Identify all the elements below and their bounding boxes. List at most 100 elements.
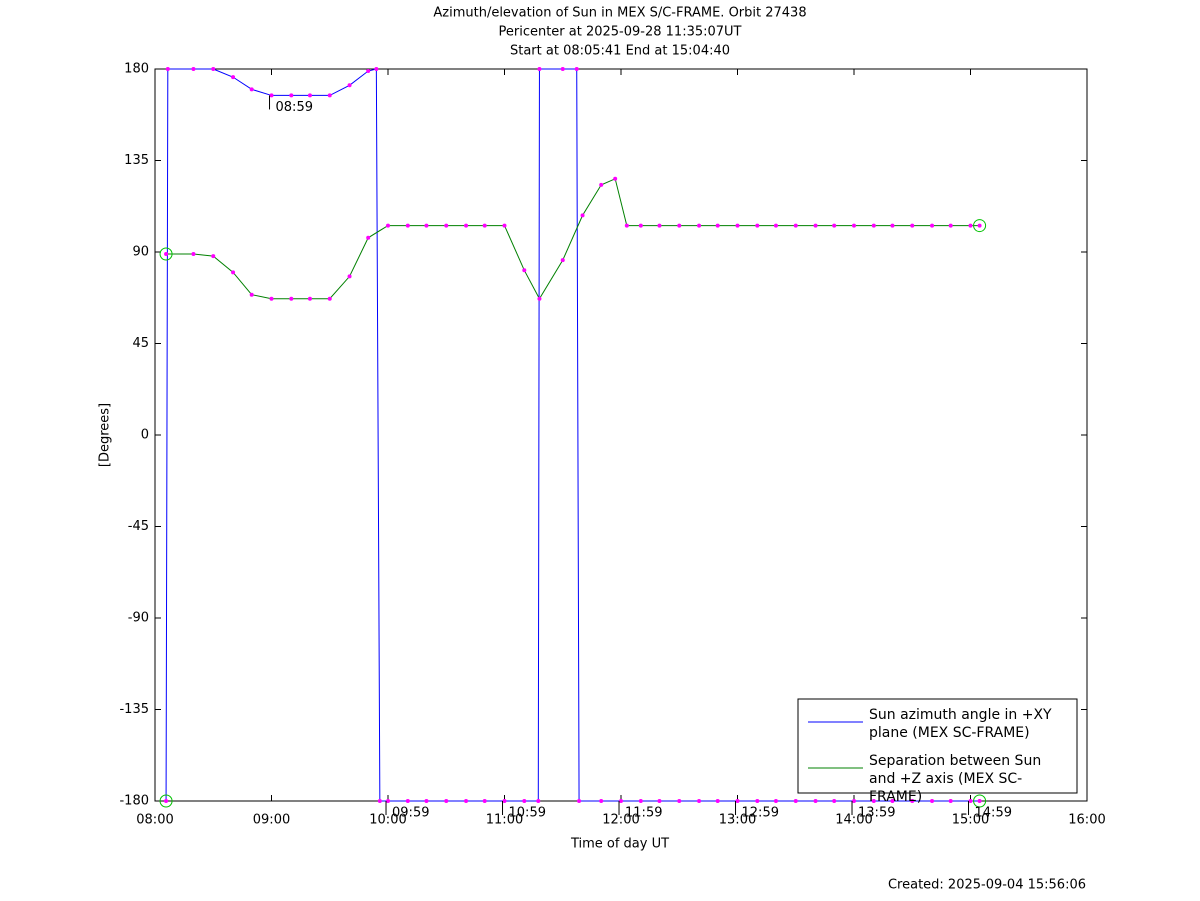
- data-point: [910, 223, 915, 228]
- data-point: [289, 93, 294, 98]
- x-tick-label: 12:00: [602, 813, 639, 828]
- data-point: [890, 223, 895, 228]
- y-tick-label: 135: [124, 153, 149, 168]
- endpoint-marker: [973, 794, 987, 808]
- data-point: [638, 799, 643, 803]
- chart-title: Azimuth/elevation of Sun in MEX S/C-FRAM…: [433, 6, 806, 21]
- data-point: [164, 799, 169, 803]
- y-tick-label: -180: [119, 794, 149, 809]
- data-point: [577, 799, 582, 803]
- data-point: [735, 223, 740, 228]
- data-point: [613, 176, 618, 181]
- x-tick-label: 13:00: [719, 813, 756, 828]
- data-point: [165, 67, 170, 71]
- data-point: [537, 296, 542, 301]
- data-point: [977, 223, 982, 228]
- data-point: [482, 799, 487, 803]
- data-point: [977, 799, 982, 803]
- chart-subtitle: Pericenter at 2025-09-28 11:35:07UT: [498, 25, 741, 40]
- data-point: [580, 213, 585, 218]
- data-point: [930, 223, 935, 228]
- x-tick-label: 14:00: [835, 813, 872, 828]
- data-point: [677, 799, 682, 803]
- data-point: [793, 799, 798, 803]
- data-point: [832, 799, 837, 803]
- data-point: [289, 296, 294, 301]
- data-point: [164, 252, 169, 257]
- data-point: [560, 258, 565, 263]
- series-line: [166, 178, 980, 300]
- series-line: [165, 68, 980, 802]
- data-point: [657, 223, 662, 228]
- data-point: [574, 67, 579, 71]
- data-point: [773, 223, 778, 228]
- data-point: [522, 268, 527, 273]
- data-point: [852, 799, 856, 803]
- data-point: [424, 223, 429, 228]
- data-point: [191, 67, 196, 71]
- data-point: [444, 223, 449, 228]
- chart-subtitle: Start at 08:05:41 End at 15:04:40: [510, 44, 730, 59]
- data-point: [697, 799, 702, 803]
- data-point: [968, 223, 973, 228]
- y-tick-label: 0: [141, 428, 149, 443]
- annotation: 10:59: [509, 806, 546, 821]
- data-point: [366, 69, 371, 74]
- data-point: [386, 223, 390, 228]
- data-point: [307, 296, 312, 301]
- annotation: 14:59: [975, 806, 1012, 821]
- data-point: [377, 799, 382, 803]
- x-tick-label: 15:00: [952, 813, 989, 828]
- data-point: [773, 799, 778, 803]
- data-point: [231, 270, 236, 275]
- data-point: [871, 799, 876, 803]
- data-point: [715, 799, 720, 803]
- data-point: [813, 799, 818, 803]
- x-axis-label: Time of day UT: [570, 837, 669, 852]
- data-point: [327, 93, 332, 98]
- data-point: [502, 799, 507, 803]
- x-tick-label: 10:00: [369, 813, 406, 828]
- data-point: [386, 799, 390, 803]
- data-point: [537, 67, 542, 71]
- y-axis-label: [Degrees]: [98, 403, 113, 467]
- annotation: 13:59: [858, 806, 895, 821]
- data-point: [638, 223, 643, 228]
- x-tick-label: 16:00: [1068, 813, 1105, 828]
- data-point: [599, 182, 604, 187]
- data-point: [793, 223, 798, 228]
- data-point: [522, 799, 527, 803]
- data-point: [697, 223, 702, 228]
- data-point: [930, 799, 935, 803]
- data-point: [832, 223, 837, 228]
- data-point: [619, 799, 623, 803]
- data-point: [405, 223, 410, 228]
- data-point: [871, 223, 876, 228]
- data-point: [657, 799, 662, 803]
- endpoint-marker: [159, 794, 173, 808]
- y-tick-label: 90: [132, 245, 149, 260]
- data-point: [852, 223, 856, 228]
- annotation: 08:59: [276, 100, 313, 115]
- x-tick-label: 11:00: [486, 813, 523, 828]
- data-point: [482, 223, 487, 228]
- data-point: [560, 67, 565, 71]
- data-point: [231, 75, 236, 80]
- data-point: [269, 93, 274, 98]
- data-point: [347, 274, 352, 279]
- annotation: 12:59: [742, 806, 779, 821]
- annotation: 11:59: [625, 806, 662, 821]
- x-tick-label: 08:00: [136, 813, 173, 828]
- data-point: [536, 799, 541, 803]
- data-point: [715, 223, 720, 228]
- endpoint-marker: [973, 219, 987, 233]
- legend-label: Sun azimuth angle in +XY plane (MEX SC-F…: [869, 707, 1052, 741]
- data-point: [374, 67, 379, 71]
- data-point: [948, 223, 953, 228]
- data-point: [464, 223, 469, 228]
- y-tick-label: 180: [124, 62, 149, 77]
- legend-label: Separation between Sun and +Z axis (MEX …: [869, 753, 1042, 805]
- endpoint-marker: [159, 247, 173, 261]
- data-point: [464, 799, 469, 803]
